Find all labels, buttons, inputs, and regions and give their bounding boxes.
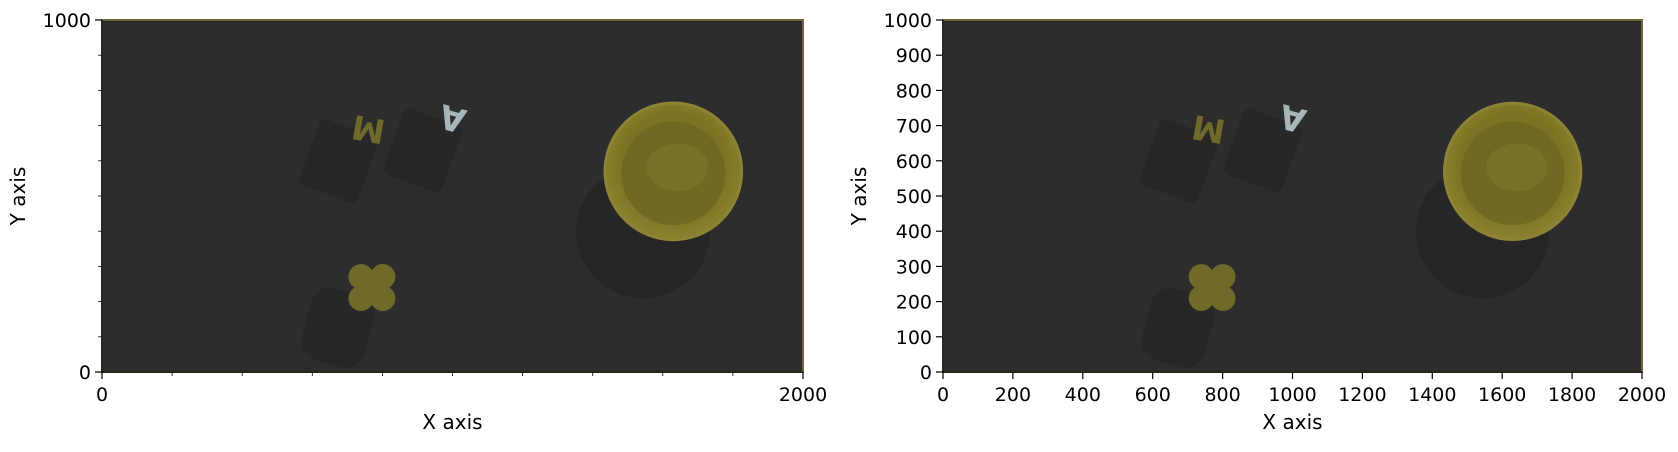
y-tick-label: 700 [896,116,932,138]
letter-shadow [383,108,463,193]
y-tick-label: 100 [896,327,932,349]
letter-m-object: M [349,107,388,151]
y-tick-label: 0 [79,362,91,384]
x-tick-label: 0 [96,384,108,406]
y-tick-label: 300 [896,256,932,278]
x-tick-label: 2000 [1618,384,1666,406]
y-axis-label: Y axis [6,167,30,227]
quatrefoil-object [1188,264,1236,311]
x-tick-label: 600 [1135,384,1171,406]
y-tick-label: 500 [896,186,932,208]
y-tick-label: 800 [896,80,932,102]
chart-panel-right: M A 0 200 400 600 800 1000 1200 1400 1600 1800 2000 0… [847,10,1666,434]
x-tick-label: 1600 [1478,384,1526,406]
x-tick-label: 2000 [779,384,827,406]
x-tick-label: 800 [1204,384,1240,406]
x-tick-label: 1800 [1548,384,1596,406]
x-tick-label: 1200 [1338,384,1386,406]
y-tick-label: 0 [920,362,932,384]
x-tick-label: 200 [995,384,1031,406]
letter-shadow [299,119,379,203]
bowl-highlight [1486,143,1548,192]
letter-m-object: M [1189,107,1228,151]
x-tick-label: 400 [1065,384,1101,406]
x-axis-label: X axis [422,410,482,434]
y-tick-label: 900 [896,45,932,67]
y-tick-label: 400 [896,221,932,243]
x-tick-label: 1000 [1268,384,1316,406]
bowl-highlight [646,143,709,192]
x-tick-label: 0 [937,384,949,406]
quatrefoil-object [348,264,396,312]
chart-panel-left: M A 0 2000 0 1000 X axis Y axis [6,10,827,434]
y-tick-label: 1000 [884,10,932,32]
y-axis-label: Y axis [847,167,871,227]
letter-shadow [1139,119,1219,203]
x-axis-label: X axis [1262,410,1322,434]
x-tick-label: 1400 [1408,384,1456,406]
y-tick-label: 600 [896,151,932,173]
letter-shadow [1223,108,1303,193]
y-tick-label: 1000 [43,10,91,32]
y-tick-label: 200 [896,292,932,314]
